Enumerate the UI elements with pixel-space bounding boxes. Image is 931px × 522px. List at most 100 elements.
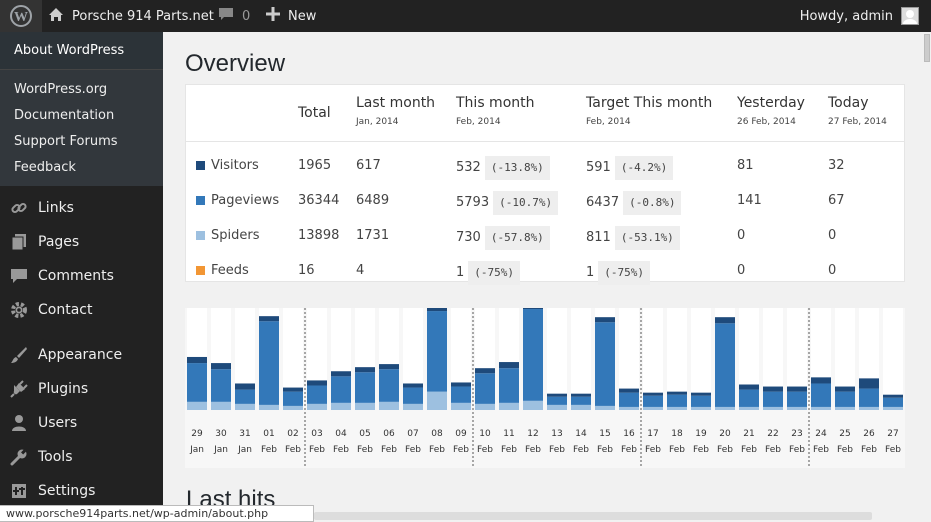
site-name-link[interactable]: Porsche 914 Parts.net [48,0,214,32]
header-today-label: Today [828,95,869,111]
chart-tick-month: Feb [813,445,829,455]
comments-icon [0,268,38,284]
flyout-header[interactable]: About WordPress [0,32,163,70]
chart-tick-month: Feb [717,445,733,455]
chart-bar-spiders [595,405,615,410]
chart-tick-day: 25 [839,429,850,439]
chart-bar-spiders [667,406,687,410]
cell-yesterday-spiders: 0 [737,228,746,243]
chart-tick-day: 29 [191,429,203,439]
flyout-item-support-forums[interactable]: Support Forums [14,134,118,149]
row-label-visitors: Visitors [211,158,259,173]
chart-tick-day: 14 [575,429,587,439]
menu-item-users[interactable]: Users [0,406,163,440]
chart-bar-pageviews [187,363,207,402]
header-target-label: Target This month [586,95,713,111]
cell-this-month-pct-pageviews: (-10.7%) [493,191,559,215]
chart-bar-pageviews [403,387,423,404]
cell-target-feeds-wrap: 1 (-75%) [586,261,651,285]
chart-bar-spiders [499,402,519,410]
chart-tick-day: 26 [863,429,875,439]
chart-bar-visitors [619,388,639,393]
header-yesterday-label: Yesterday [737,95,805,111]
cell-this-month-spiders: 730 [456,230,481,245]
chart-bar-pageviews [427,311,447,392]
new-label: New [288,8,317,24]
comments-link[interactable]: 0 [218,0,250,32]
cell-yesterday-feeds-wrap: 0 [737,261,745,281]
vertical-scrollbar[interactable] [924,32,931,522]
vertical-scrollbar-thumb[interactable] [924,34,930,62]
chart-bar-spiders [811,406,831,410]
chart-tick-month: Feb [501,445,517,455]
cell-this-month-spiders-wrap: 730 (-57.8%) [456,226,550,250]
menu-item-settings[interactable]: Settings [0,474,163,508]
chart-tick-day: 04 [335,429,347,439]
chart-bar-spiders [283,405,303,410]
chart-tick-month: Feb [597,445,613,455]
chart-tick-month: Feb [693,445,709,455]
chart-bar-spiders [451,402,471,410]
row-label-spiders: Spiders [211,228,260,243]
chart-bar-bg [787,308,807,410]
menu-item-pages[interactable]: Pages [0,225,163,259]
chart-bar-visitors [403,383,423,388]
comments-count: 0 [242,8,251,24]
header-last-month-sub: Jan, 2014 [356,117,399,127]
chart-tick-day: 10 [479,429,491,439]
chart-tick-month: Feb [261,445,277,455]
hits-bar-chart: 29 Jan 30 Jan 31 Jan 01 Feb 02 Feb 03 Feb 04 Feb 05 Feb… [185,308,905,468]
new-content-link[interactable]: New [266,0,316,32]
cell-last-month-pageviews: 6489 [356,193,390,208]
greeting: Howdy, admin [799,8,893,24]
cell-this-month-pageviews: 5793 [456,195,490,210]
chart-tick-day: 22 [767,429,778,439]
menu-label-settings: Settings [38,483,96,499]
menu-item-links[interactable]: Links [0,191,163,225]
chart-bar-pageviews [259,321,279,405]
chart-bar-visitors [883,394,903,398]
cell-yesterday-visitors: 81 [737,158,754,173]
chart-bar-spiders [715,406,735,410]
menu-item-tools[interactable]: Tools [0,440,163,474]
cell-target-spiders: 811 [586,230,611,245]
menu-item-appearance[interactable]: Appearance [0,338,163,372]
chart-bar-spiders [523,400,543,410]
flyout-item-wordpress-org[interactable]: WordPress.org [14,82,108,97]
chart-bar-visitors [523,308,543,310]
flyout-item-feedback[interactable]: Feedback [14,160,76,175]
legend-swatch-spiders [196,231,205,240]
menu-label-plugins: Plugins [38,381,89,397]
avatar [901,7,919,25]
header-this-month-label: This month [456,95,535,111]
chart-bar-visitors [211,363,231,370]
chart-bar-pageviews [235,389,255,404]
chart-tick-day: 16 [623,429,635,439]
horizontal-scrollbar[interactable] [314,512,872,520]
chart-bar-spiders [787,406,807,410]
menu-item-plugins[interactable]: Plugins [0,372,163,406]
flyout-item-documentation[interactable]: Documentation [14,108,115,123]
chart-bar-pageviews [307,385,327,404]
chart-tick-day: 06 [383,429,395,439]
cell-last-month-pageviews-wrap: 6489 [356,191,389,211]
chart-bar-pageviews [883,397,903,407]
legend-swatch-visitors [196,161,205,170]
chart-bar-spiders [307,403,327,410]
chart-tick-day: 05 [359,429,370,439]
account-menu[interactable]: Howdy, admin [800,0,919,32]
chart-bar-spiders [235,403,255,410]
chart-bar-pageviews [499,368,519,403]
menu-item-comments[interactable]: Comments [0,259,163,293]
cell-this-month-pageviews-wrap: 5793 (-10.7%) [456,191,559,215]
home-icon [48,7,64,26]
cell-target-pct-visitors: (-4.2%) [614,156,674,180]
wordpress-logo-icon[interactable]: W [0,0,42,32]
cell-target-feeds: 1 [586,265,595,280]
cell-target-visitors-wrap: 591 (-4.2%) [586,156,674,180]
chart-bar-pageviews [379,369,399,402]
cell-yesterday-visitors-wrap: 81 [737,156,754,176]
chart-bar-visitors [235,383,255,390]
site-name: Porsche 914 Parts.net [72,8,214,24]
menu-item-contact[interactable]: Contact [0,293,163,327]
